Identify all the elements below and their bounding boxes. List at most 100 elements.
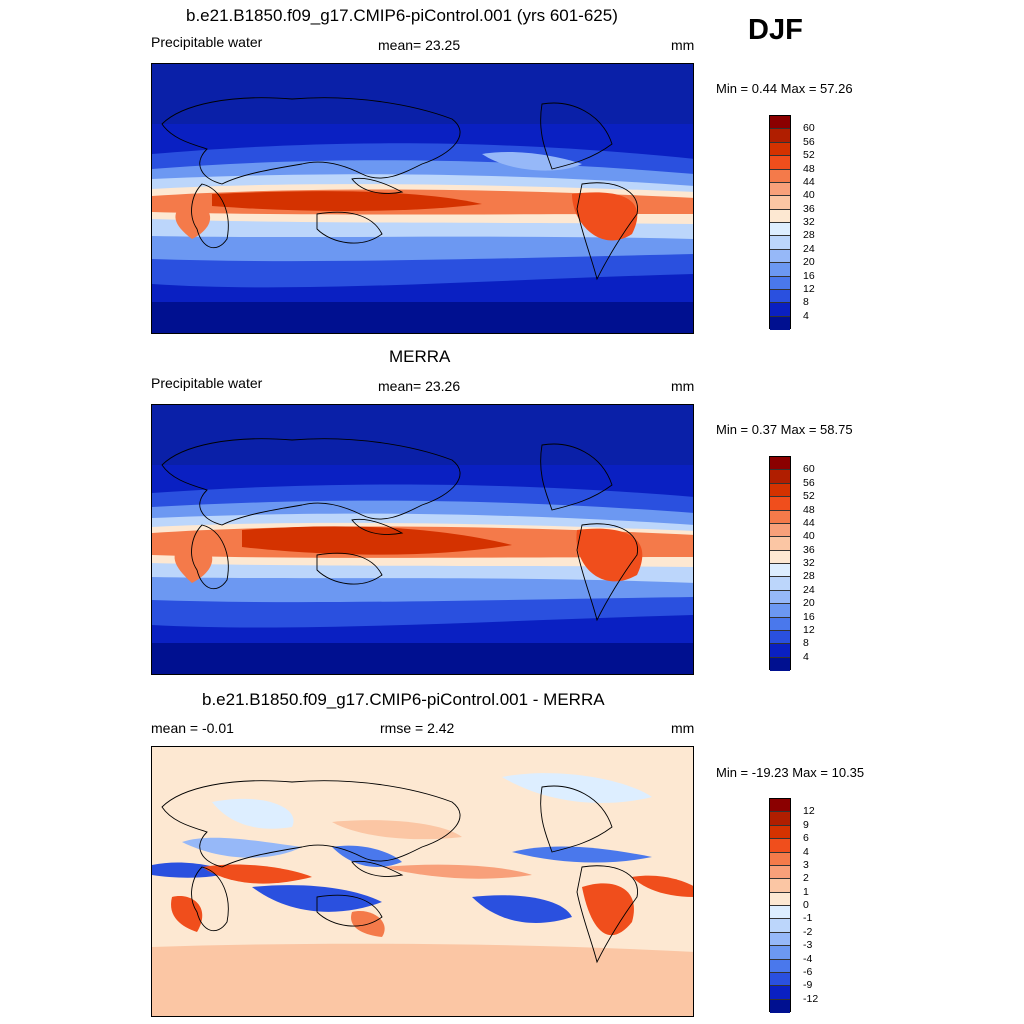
panel-diff-colorbar-box xyxy=(770,839,790,853)
panel-obs-colorbar-box xyxy=(770,630,790,645)
panel-obs-colorbar-box xyxy=(770,564,790,578)
panel-obs-colorbar-tick-label: 52 xyxy=(803,490,815,503)
panel-obs-colorbar-tick-label: 60 xyxy=(803,463,815,476)
panel-diff-colorbar-box xyxy=(770,906,790,920)
panel-obs-colorbar-tick-label: 48 xyxy=(803,503,815,516)
panel-diff-colorbar-box xyxy=(770,932,790,947)
panel-diff-colorbar-box xyxy=(770,825,790,840)
panel-diff-colorbar-tick-label: 2 xyxy=(803,872,809,885)
panel-model-colorbar-box xyxy=(770,303,790,317)
panel-diff-colorbar-box xyxy=(770,972,790,987)
panel-diff-rmse: rmse = 2.42 xyxy=(380,720,455,736)
panel-model-colorbar-tick-label: 12 xyxy=(803,282,815,295)
panel-obs-colorbar-tick-label: 12 xyxy=(803,623,815,636)
panel-obs-colorbar-box xyxy=(770,497,790,511)
panel-diff-colorbar-box xyxy=(770,812,790,826)
panel-diff-colorbar-tick-label: -9 xyxy=(803,979,813,992)
panel-obs-colorbar-tick-label: 20 xyxy=(803,597,815,610)
panel-model-colorbar-box xyxy=(770,289,790,304)
panel-model-colorbar-box xyxy=(770,249,790,264)
panel-obs-colorbar-tick-label: 4 xyxy=(803,650,809,663)
panel-model-colorbar-tick-label: 4 xyxy=(803,309,809,322)
panel-obs-colorbar-box xyxy=(770,523,790,538)
panel-obs-map xyxy=(151,404,694,675)
panel-diff-title: b.e21.B1850.f09_g17.CMIP6-piControl.001 … xyxy=(202,690,605,709)
panel-diff-colorbar-tick-label: 4 xyxy=(803,845,809,858)
panel-model-colorbar-box xyxy=(770,156,790,170)
panel-diff-colorbar-tick-label: 6 xyxy=(803,832,809,845)
panel-obs-mean: mean= 23.26 xyxy=(378,378,461,394)
panel-obs-colorbar-box xyxy=(770,617,790,631)
panel-model-mean: mean= 23.25 xyxy=(378,37,461,53)
panel-model-colorbar-tick-label: 36 xyxy=(803,202,815,215)
panel-obs-colorbar-tick-label: 28 xyxy=(803,570,815,583)
panel-diff-colorbar-box xyxy=(770,865,790,880)
panel-model-colorbar-box xyxy=(770,182,790,197)
panel-diff-units: mm xyxy=(671,720,695,736)
panel-diff-minmax: Min = -19.23 Max = 10.35 xyxy=(716,765,865,780)
panel-model-colorbar-tick-label: 52 xyxy=(803,149,815,162)
panel-model-minmax: Min = 0.44 Max = 57.26 xyxy=(716,81,853,96)
panel-model-colorbar-box xyxy=(770,263,790,277)
panel-obs-colorbar xyxy=(769,456,791,671)
panel-diff-colorbar-box xyxy=(770,799,790,813)
panel-diff-colorbar-box xyxy=(770,946,790,960)
panel-diff-colorbar-box xyxy=(770,879,790,893)
panel-obs-colorbar-box xyxy=(770,577,790,591)
panel-diff-mean: mean = -0.01 xyxy=(151,720,234,736)
panel-model-colorbar-tick-label: 40 xyxy=(803,189,815,202)
panel-diff-colorbar-box xyxy=(770,959,790,973)
panel-diff-colorbar-tick-label: -4 xyxy=(803,952,813,965)
panel-obs-colorbar-box xyxy=(770,510,790,524)
panel-obs-minmax: Min = 0.37 Max = 58.75 xyxy=(716,422,853,437)
panel-diff-colorbar-tick-label: -12 xyxy=(803,992,819,1005)
panel-obs-variable-label: Precipitable water xyxy=(151,375,263,391)
panel-diff-colorbar-box xyxy=(770,892,790,906)
panel-obs-colorbar-tick-label: 8 xyxy=(803,637,809,650)
panel-obs-colorbar-tick-label: 56 xyxy=(803,476,815,489)
panel-obs-colorbar-tick-label: 16 xyxy=(803,610,815,623)
panel-obs-colorbar-box xyxy=(770,604,790,618)
panel-diff-colorbar-tick-label: -2 xyxy=(803,925,813,938)
panel-obs-colorbar-box xyxy=(770,470,790,484)
panel-model-colorbar-tick-label: 8 xyxy=(803,296,809,309)
panel-model-colorbar xyxy=(769,115,791,330)
panel-obs-colorbar-box xyxy=(770,550,790,564)
panel-obs-colorbar-tick-label: 44 xyxy=(803,516,815,529)
panel-diff-colorbar-tick-label: -6 xyxy=(803,965,813,978)
panel-model-colorbar-box xyxy=(770,223,790,237)
panel-obs-colorbar-tick-label: 24 xyxy=(803,583,815,596)
panel-model-colorbar-box xyxy=(770,236,790,250)
panel-obs-title: MERRA xyxy=(389,347,451,366)
panel-diff-colorbar-box xyxy=(770,852,790,866)
panel-model-colorbar-tick-label: 56 xyxy=(803,135,815,148)
panel-model-colorbar-box xyxy=(770,169,790,183)
panel-model-colorbar-box xyxy=(770,316,790,330)
panel-diff-colorbar-tick-label: 0 xyxy=(803,899,809,911)
panel-obs-colorbar-tick-label: 32 xyxy=(803,557,815,569)
panel-model-colorbar-tick-label: 60 xyxy=(803,122,815,135)
panel-model-colorbar-box xyxy=(770,276,790,290)
panel-diff-colorbar-tick-label: 1 xyxy=(803,885,809,898)
panel-model-colorbar-tick-label: 44 xyxy=(803,175,815,188)
panel-obs-colorbar-box xyxy=(770,537,790,551)
panel-obs-colorbar-box xyxy=(770,644,790,658)
panel-model-colorbar-tick-label: 48 xyxy=(803,162,815,175)
panel-obs-colorbar-box xyxy=(770,457,790,471)
panel-model-colorbar-tick-label: 24 xyxy=(803,242,815,255)
panel-model-colorbar-box xyxy=(770,196,790,210)
panel-obs-colorbar-box xyxy=(770,590,790,605)
panel-diff-colorbar-tick-label: -1 xyxy=(803,912,813,925)
panel-model-colorbar-box xyxy=(770,209,790,223)
panel-diff-colorbar-tick-label: 9 xyxy=(803,818,809,831)
panel-model-colorbar-tick-label: 16 xyxy=(803,269,815,282)
panel-diff-map xyxy=(151,746,694,1017)
panel-diff-colorbar xyxy=(769,798,791,1013)
panel-diff-colorbar-tick-label: 12 xyxy=(803,805,815,818)
panel-obs-colorbar-tick-label: 40 xyxy=(803,530,815,543)
panel-model-variable-label: Precipitable water xyxy=(151,34,263,50)
panel-model-colorbar-tick-label: 28 xyxy=(803,229,815,242)
panel-obs-colorbar-box xyxy=(770,483,790,498)
panel-diff-colorbar-tick-label: 3 xyxy=(803,858,809,871)
panel-diff-colorbar-tick-label: -3 xyxy=(803,939,813,952)
